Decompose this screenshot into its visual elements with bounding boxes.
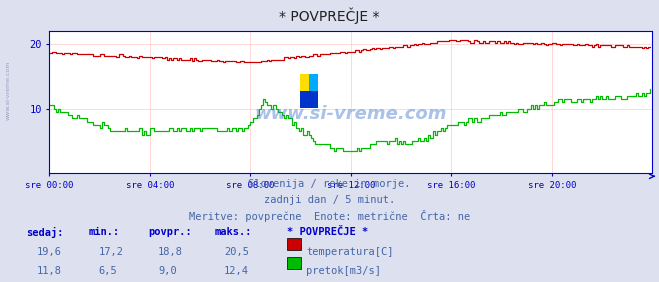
Text: 19,6: 19,6 <box>36 247 61 257</box>
Bar <box>308 74 318 91</box>
Text: 17,2: 17,2 <box>99 247 124 257</box>
Text: 9,0: 9,0 <box>158 266 177 276</box>
Text: * POVPREČJE *: * POVPREČJE * <box>279 7 380 24</box>
Text: temperatura[C]: temperatura[C] <box>306 247 394 257</box>
Text: Slovenija / reke in morje.: Slovenija / reke in morje. <box>248 179 411 189</box>
Text: zadnji dan / 5 minut.: zadnji dan / 5 minut. <box>264 195 395 204</box>
Text: maks.:: maks.: <box>214 227 252 237</box>
Text: 12,4: 12,4 <box>224 266 249 276</box>
Text: * POVPREČJE *: * POVPREČJE * <box>287 227 368 237</box>
Text: www.si-vreme.com: www.si-vreme.com <box>5 61 11 120</box>
Text: povpr.:: povpr.: <box>148 227 192 237</box>
Bar <box>300 91 318 108</box>
Text: Meritve: povprečne  Enote: metrične  Črta: ne: Meritve: povprečne Enote: metrične Črta:… <box>189 210 470 222</box>
Text: min.:: min.: <box>89 227 120 237</box>
Text: 6,5: 6,5 <box>99 266 117 276</box>
Text: pretok[m3/s]: pretok[m3/s] <box>306 266 382 276</box>
Text: 18,8: 18,8 <box>158 247 183 257</box>
Text: www.si-vreme.com: www.si-vreme.com <box>254 105 447 123</box>
Text: sedaj:: sedaj: <box>26 227 64 238</box>
Bar <box>300 74 308 91</box>
Text: 11,8: 11,8 <box>36 266 61 276</box>
Text: 20,5: 20,5 <box>224 247 249 257</box>
